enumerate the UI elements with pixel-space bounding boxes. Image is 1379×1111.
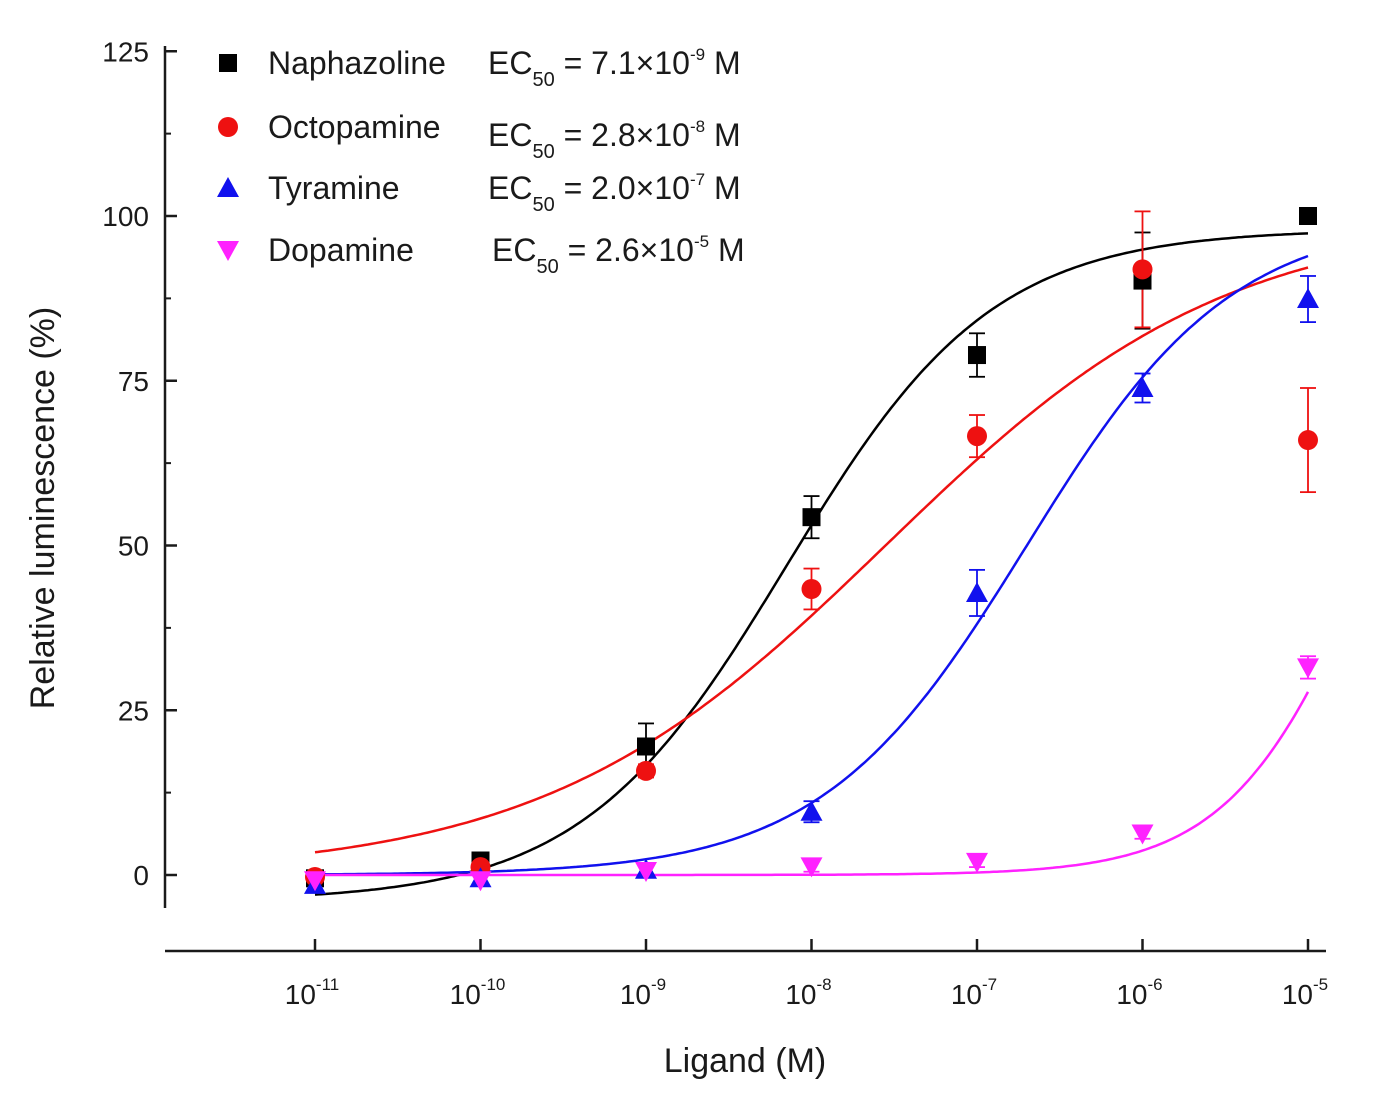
data-point-octopamine bbox=[1298, 430, 1318, 451]
x-tick-label: 10-7 bbox=[951, 975, 997, 1010]
x-tick-label: 10-6 bbox=[1116, 975, 1162, 1010]
y-axis-title: Relative luminescence (%) bbox=[24, 307, 62, 710]
data-point-octopamine bbox=[1132, 259, 1153, 280]
fit-curves bbox=[314, 232, 1310, 896]
data-markers bbox=[304, 207, 1319, 894]
data-point-octopamine bbox=[801, 578, 822, 599]
x-tick-label: 10-10 bbox=[450, 975, 506, 1010]
data-point-tyramine bbox=[800, 800, 823, 821]
data-point-dopamine bbox=[469, 871, 492, 892]
data-point-naphazoline bbox=[637, 737, 655, 756]
legend-marker-dopamine bbox=[217, 241, 239, 261]
y-tick-label: 100 bbox=[102, 201, 149, 232]
x-tick-label: 10-11 bbox=[285, 975, 339, 1010]
data-point-dopamine bbox=[1131, 824, 1154, 845]
legend-marker-octopamine bbox=[218, 117, 238, 137]
x-tick-label: 10-9 bbox=[620, 975, 666, 1010]
data-point-octopamine bbox=[636, 760, 656, 781]
fit-curve-tyramine bbox=[314, 254, 1309, 876]
y-tick-label: 75 bbox=[118, 366, 149, 397]
legend-marker-naphazoline bbox=[219, 54, 237, 72]
legend-ec50-tyramine: EC50 = 2.0×10-7 M bbox=[488, 170, 741, 216]
x-tick-label: 10-8 bbox=[785, 975, 831, 1010]
error-bars bbox=[307, 210, 1316, 892]
data-point-tyramine bbox=[1297, 288, 1319, 309]
legend-label-naphazoline: Naphazoline bbox=[268, 45, 446, 81]
x-tick-labels: 10-11 10-10 10-9 10-8 10-7 10-6 10-5 bbox=[285, 975, 1328, 1010]
fit-curve-dopamine bbox=[315, 691, 1310, 877]
y-tick-label: 125 bbox=[102, 36, 149, 67]
legend-label-dopamine: Dopamine bbox=[268, 232, 414, 268]
fit-curve-naphazoline bbox=[314, 232, 1309, 896]
legend: Naphazoline EC50 = 7.1×10-9 M Octopamine EC… bbox=[217, 45, 745, 278]
data-point-naphazoline bbox=[1299, 207, 1317, 225]
x-axis-title: Ligand (M) bbox=[664, 1042, 827, 1080]
y-tick-label: 25 bbox=[118, 695, 149, 726]
data-point-dopamine bbox=[635, 862, 657, 883]
legend-label-tyramine: Tyramine bbox=[268, 170, 400, 206]
data-point-naphazoline bbox=[968, 346, 986, 365]
legend-ec50-dopamine: EC50 = 2.6×10-5 M bbox=[492, 232, 745, 278]
data-point-dopamine bbox=[304, 871, 326, 892]
legend-ec50-octopamine: EC50 = 2.8×10-8 M bbox=[488, 117, 741, 163]
data-point-dopamine bbox=[1297, 658, 1319, 679]
legend-ec50-naphazoline: EC50 = 7.1×10-9 M bbox=[488, 45, 741, 91]
data-point-dopamine bbox=[966, 852, 988, 873]
legend-label-octopamine: Octopamine bbox=[268, 109, 441, 145]
data-point-naphazoline bbox=[802, 508, 821, 527]
y-tick-labels: 0 25 50 75 100 125 bbox=[102, 36, 149, 891]
data-point-tyramine bbox=[1131, 376, 1154, 397]
y-tick-label: 0 bbox=[133, 860, 149, 891]
data-point-tyramine bbox=[966, 581, 988, 602]
axes bbox=[163, 46, 1326, 953]
data-point-dopamine bbox=[800, 857, 823, 878]
data-point-octopamine bbox=[967, 426, 987, 447]
y-tick-label: 50 bbox=[118, 531, 149, 562]
fit-curve-octopamine bbox=[314, 266, 1309, 854]
legend-marker-tyramine bbox=[217, 177, 239, 197]
x-tick-label: 10-5 bbox=[1282, 975, 1328, 1010]
